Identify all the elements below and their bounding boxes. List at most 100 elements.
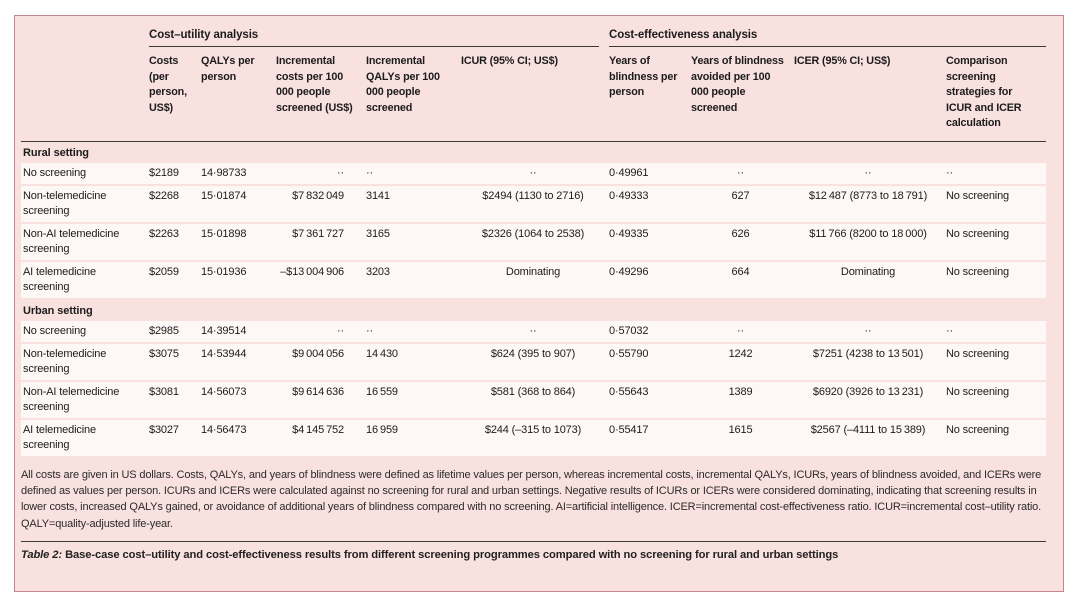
data-cell: 0·55643 [609,385,649,398]
data-cell: $2189 [149,166,179,179]
data-cell: Dominating [840,265,896,278]
data-cell: 15·01898 [201,227,247,240]
data-cell: $2985 [149,324,179,337]
table-panel: Cost–utility analysis Cost-effectiveness… [14,15,1064,592]
column-header: ICER (95% CI; US$) [794,55,891,67]
data-cell: $6920 (3926 to 13 231) [812,385,924,398]
data-cell: 16 959 [366,423,398,436]
table-row: No screening $2985 14·39514 ·· ·· ·· 0·57032 ··… [21,320,1046,342]
data-cell: ·· [529,166,537,179]
data-cell: $2263 [149,227,179,240]
row-label: AI telemedicine screening [23,265,96,293]
data-cell: 0·55790 [609,347,649,360]
table-row: Non-telemedicine screening $3075 14·53944 $… [21,343,1046,380]
column-header: QALYs per person [201,55,255,83]
spanner-cost-utility: Cost–utility analysis [149,23,599,47]
row-label: No screening [23,324,87,337]
data-cell: 15·01936 [201,265,247,278]
row-label: Non-telemedicine screening [23,347,107,375]
data-cell: $9 614 636 [292,385,344,398]
data-cell: $2268 [149,189,179,202]
data-cell: 0·49961 [609,166,649,179]
table-row: Non-AI telemedicine screening $2263 15·018… [21,223,1046,260]
data-cell: ·· [946,166,954,179]
data-cell: No screening [946,385,1010,398]
data-cell: ·· [336,324,344,337]
header-rule [21,140,1046,142]
corner-spacer [21,23,149,47]
spanner-row: Cost–utility analysis Cost-effectiveness… [21,23,1046,47]
table-footnote: All costs are given in US dollars. Costs… [21,468,1042,530]
data-cell: $2059 [149,265,179,278]
table-body: Rural setting No screening $2189 14·98733 ··… [21,142,1057,456]
section-header: Urban setting [23,304,93,317]
data-cell: $624 (395 to 907) [490,347,576,360]
section-header: Rural setting [23,146,89,159]
data-cell: 626 [731,227,750,240]
data-cell: ·· [736,166,745,179]
data-cell: ·· [736,324,745,337]
table-row: AI telemedicine screening $2059 15·01936 –$… [21,261,1046,298]
data-cell: 14 430 [366,347,398,360]
data-cell: $7 832 049 [292,189,344,202]
column-header: Incremental costs per 100 000 people scr… [276,55,353,114]
column-header: Costs (per person, US$) [149,55,187,114]
column-header: Years of blindness avoided per 100 000 p… [691,55,784,114]
data-cell: ·· [864,324,872,337]
table-row: No screening $2189 14·98733 ·· ·· ·· 0·49961 ··… [21,162,1046,184]
data-cell: $3081 [149,385,179,398]
column-header: Years of blindness per person [609,55,678,98]
caption-rule [21,541,1046,543]
data-cell: $2494 (1130 to 2716) [482,189,584,202]
data-cell: $3027 [149,423,179,436]
row-label: AI telemedicine screening [23,423,96,451]
column-header: ICUR (95% CI; US$) [461,55,558,67]
column-header: Comparison screening strategies for ICUR… [946,55,1022,129]
data-cell: 664 [731,265,750,278]
data-cell: No screening [946,423,1010,436]
data-cell: $244 (–315 to 1073) [484,423,582,436]
data-cell: $7 361 727 [292,227,344,240]
data-cell: ·· [529,324,537,337]
data-cell: 0·57032 [609,324,649,337]
corner-cell [21,47,149,141]
table-row: AI telemedicine screening $3027 14·56473 $4… [21,419,1046,456]
row-label: Non-AI telemedicine screening [23,227,120,255]
row-label: No screening [23,166,87,179]
data-cell: ·· [366,324,374,337]
data-cell: $7251 (4238 to 13 501) [812,347,924,360]
data-cell: No screening [946,347,1010,360]
table-caption: Table 2: Base-case cost–utility and cost… [21,542,1046,561]
data-cell: 15·01874 [201,189,247,202]
caption-text: Base-case cost–utility and cost-effectiv… [62,549,839,562]
data-cell: 627 [731,189,750,202]
column-header: Incremental QALYs per 100 000 people scr… [366,55,442,114]
data-cell: 0·49335 [609,227,649,240]
data-cell: 3141 [366,189,390,202]
column-header-row: Costs (per person, US$) QALYs per person I… [21,47,1046,141]
data-cell: ·· [366,166,374,179]
data-cell: 14·56073 [201,385,247,398]
data-cell: 3165 [366,227,390,240]
data-cell: 0·55417 [609,423,649,436]
data-cell: $4 145 752 [292,423,344,436]
spanner-cost-effectiveness: Cost-effectiveness analysis [609,23,1046,47]
data-cell: $12 487 (8773 to 18 791) [808,189,928,202]
data-cell: 14·53944 [201,347,247,360]
data-cell: 1389 [728,385,753,398]
data-cell: Dominating [505,265,561,278]
data-cell: No screening [946,189,1010,202]
data-cell: 3203 [366,265,390,278]
caption-label: Table 2: [21,549,63,562]
data-cell: $2326 (1064 to 2538) [481,227,585,240]
data-cell: $9 004 056 [292,347,344,360]
data-cell: 14·56473 [201,423,247,436]
row-label: Non-telemedicine screening [23,189,107,217]
data-cell: –$13 004 906 [280,265,344,278]
data-cell: 14·98733 [201,166,247,179]
table-row: Non-telemedicine screening $2268 15·01874 $… [21,185,1046,222]
data-cell: 1615 [728,423,753,436]
data-cell: No screening [946,265,1010,278]
data-cell: ·· [864,166,872,179]
data-cell: 16 559 [366,385,398,398]
